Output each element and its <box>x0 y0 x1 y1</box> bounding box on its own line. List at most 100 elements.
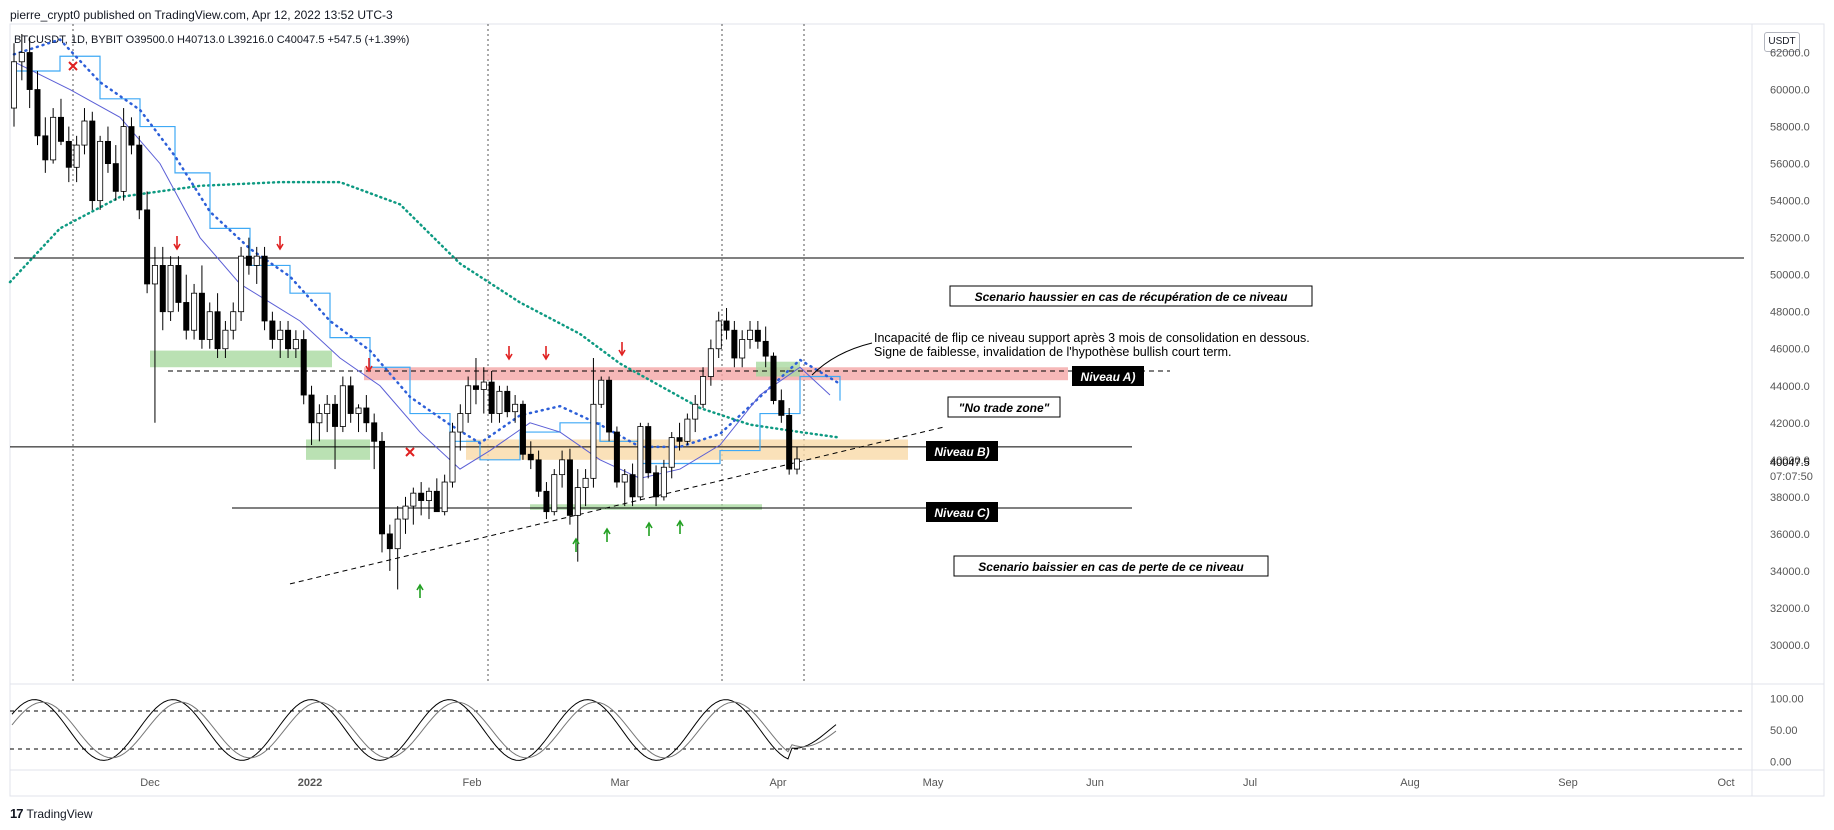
time-tick-label: Apr <box>769 777 786 789</box>
candle-body <box>206 311 213 340</box>
candle <box>472 358 479 405</box>
candle <box>535 450 542 497</box>
candle <box>676 422 683 451</box>
no-trade-zone-label[interactable]: "No trade zone" <box>947 396 1061 418</box>
candle-body <box>559 459 566 476</box>
comment-line-2[interactable]: Signe de faiblesse, invalidation de l'hy… <box>874 345 1231 359</box>
bearish-scenario-label[interactable]: Scenario baissier en cas de perte de ce … <box>953 555 1269 577</box>
buy-signal-arrow <box>645 521 653 536</box>
time-tick-label: Sep <box>1558 777 1578 789</box>
candle-body <box>18 52 25 63</box>
buy-signal-arrow <box>676 519 684 534</box>
candle-body <box>629 474 636 498</box>
candle <box>394 506 401 590</box>
candle <box>269 311 276 349</box>
candle <box>747 320 754 349</box>
candle-body <box>731 329 738 359</box>
candle <box>120 108 127 201</box>
candle-body <box>441 481 448 513</box>
sell-signal-arrow <box>618 342 626 357</box>
chart-canvas[interactable]: 100.00 50.00 0.00 62000.0 60000.0 58000.0 560… <box>0 0 1834 800</box>
candle-body <box>65 140 72 168</box>
comment-line-1[interactable]: Incapacité de flip ce niveau support apr… <box>874 331 1310 345</box>
candle-body <box>700 376 707 405</box>
candle-body <box>81 120 88 146</box>
candle-body <box>598 379 605 405</box>
candle <box>128 117 135 155</box>
no-trade-zone-text: "No trade zone" <box>959 401 1050 415</box>
time-tick-label: Aug <box>1400 777 1420 789</box>
buy-signal-arrow <box>603 527 611 542</box>
candle <box>42 117 49 173</box>
candle <box>214 293 221 358</box>
candle <box>332 395 339 470</box>
candle-body <box>762 340 769 357</box>
candle-body <box>144 209 151 285</box>
price-tick-label: 36000.0 <box>1770 529 1810 541</box>
candle-body <box>42 135 49 161</box>
candle <box>355 404 362 433</box>
sell-signal-arrow <box>365 358 373 373</box>
arrow-head <box>676 519 684 527</box>
niveau-c-label[interactable]: Niveau C) <box>926 502 998 522</box>
price-tick-label: 56000.0 <box>1770 159 1810 171</box>
stoch-k-line <box>11 699 837 761</box>
candle <box>363 395 370 433</box>
candle <box>34 71 41 146</box>
candle <box>379 432 386 553</box>
niveau-a-text: Niveau A) <box>1081 370 1136 384</box>
candle <box>512 395 519 423</box>
candle-body <box>355 407 362 414</box>
candle <box>371 413 378 470</box>
niveau-c-box <box>926 502 998 522</box>
candle <box>175 256 182 312</box>
candle <box>410 487 417 525</box>
candle <box>660 459 667 501</box>
candle <box>715 311 722 358</box>
candle <box>794 446 801 475</box>
bearish-scenario-text: Scenario baissier en cas de perte de ce … <box>978 560 1244 574</box>
candle-body <box>660 466 667 498</box>
arrow-head <box>618 349 626 357</box>
candle <box>731 320 738 368</box>
price-tick-label: 34000.0 <box>1770 566 1810 578</box>
candle <box>277 320 284 358</box>
candle-body <box>371 422 378 442</box>
candle <box>18 34 25 81</box>
time-tick-label: Feb <box>463 777 482 789</box>
footer-brand[interactable]: 17 TradingView <box>10 806 93 821</box>
niveau-a-resistance-zone <box>364 367 1068 381</box>
bullish-scenario-label[interactable]: Scenario haussier en cas de récupération… <box>949 285 1313 307</box>
arrow-head <box>365 365 373 373</box>
sell-signal-arrow <box>505 346 513 361</box>
niveau-a-label[interactable]: Niveau A) <box>1072 366 1144 386</box>
candle-body <box>472 385 479 390</box>
price-tick-label: 38000.0 <box>1770 492 1810 504</box>
candle <box>637 422 644 501</box>
candle <box>786 407 793 475</box>
candle-body <box>363 407 370 424</box>
candle-body <box>566 459 573 516</box>
support-zone-3 <box>530 504 762 510</box>
candle <box>653 465 660 507</box>
currency-unit-badge[interactable]: USDT <box>1764 32 1800 52</box>
candle <box>425 487 432 520</box>
candle-body <box>198 292 205 340</box>
candle-body <box>402 505 409 520</box>
time-tick-label: May <box>923 777 944 789</box>
niveau-b-label[interactable]: Niveau B) <box>926 441 998 461</box>
time-tick-label: Mar <box>611 777 630 789</box>
candle <box>167 256 174 321</box>
tradingview-logo-icon: 17 <box>10 806 24 821</box>
oscillator-tick-label: 0.00 <box>1770 757 1791 769</box>
candle-body <box>269 320 276 340</box>
price-tick-label: 32000.0 <box>1770 603 1810 615</box>
candle-body <box>175 265 182 303</box>
candle <box>245 237 252 275</box>
candle-body <box>707 348 714 377</box>
candle <box>457 404 464 451</box>
candle <box>645 422 652 479</box>
oscillator-pane: 100.00 50.00 0.00 <box>10 693 1804 769</box>
candle <box>57 98 64 146</box>
time-tick-label: Dec <box>140 777 160 789</box>
